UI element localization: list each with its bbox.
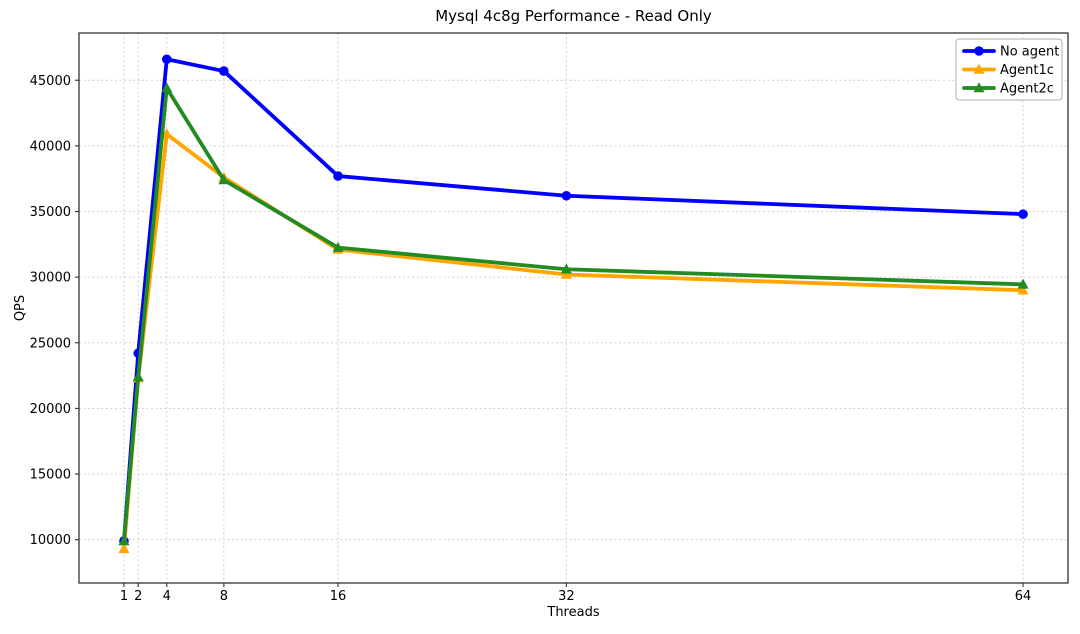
x-axis-label: Threads	[546, 605, 599, 620]
x-tick-label: 8	[220, 589, 228, 604]
legend: No agent Agent1c Agent2c	[955, 38, 1063, 101]
data-point-marker	[974, 46, 984, 56]
y-tick-label: 45000	[30, 74, 71, 89]
legend-item-1: Agent1c	[962, 63, 1054, 78]
data-point-marker	[118, 543, 130, 554]
data-point-marker	[973, 82, 985, 93]
data-point-marker	[161, 54, 172, 65]
data-point-marker	[132, 371, 144, 382]
x-tick-label: 16	[330, 589, 347, 604]
x-tick-label: 1	[120, 589, 128, 604]
data-point-marker	[561, 190, 572, 201]
data-point-marker	[332, 241, 344, 252]
y-tick-label: 10000	[30, 533, 71, 548]
data-point-marker	[218, 174, 230, 185]
y-tick-label: 40000	[30, 139, 71, 154]
data-point-marker	[1018, 209, 1028, 219]
legend-item-2: Agent2c	[962, 82, 1054, 97]
data-point-marker	[973, 63, 985, 74]
legend-label: No agent	[1000, 45, 1059, 60]
data-point-marker	[1017, 278, 1029, 289]
series-2	[118, 82, 1029, 546]
data-point-marker	[333, 171, 343, 181]
x-tick-label: 32	[558, 589, 575, 604]
y-tick-label: 25000	[30, 336, 71, 351]
data-point-marker	[161, 128, 173, 139]
data-point-marker	[560, 268, 572, 279]
gridlines	[79, 33, 1068, 583]
x-tick-label: 2	[134, 589, 142, 604]
data-point-marker	[161, 82, 173, 93]
axis-ticks: 1 2 4 8 16 32 64 10000 15000 20000 25000 30000 35000…	[30, 74, 1032, 604]
legend-label: Agent2c	[1000, 82, 1054, 97]
y-axis-label: QPS	[13, 295, 28, 321]
y-tick-label: 35000	[30, 205, 71, 220]
data-point-marker	[219, 66, 229, 76]
data-point-marker	[1017, 284, 1029, 295]
data-point-marker	[118, 535, 130, 546]
plot-border	[78, 32, 1069, 584]
y-tick-label: 30000	[30, 271, 71, 286]
data-point-marker	[560, 263, 572, 274]
x-tick-label: 64	[1015, 589, 1032, 604]
legend-label: Agent1c	[1000, 63, 1054, 78]
chart-title: Mysql 4c8g Performance - Read Only	[435, 7, 712, 25]
y-tick-label: 20000	[30, 402, 71, 417]
y-tick-label: 15000	[30, 468, 71, 483]
x-tick-label: 4	[163, 589, 171, 604]
legend-item-0: No agent	[962, 45, 1059, 60]
